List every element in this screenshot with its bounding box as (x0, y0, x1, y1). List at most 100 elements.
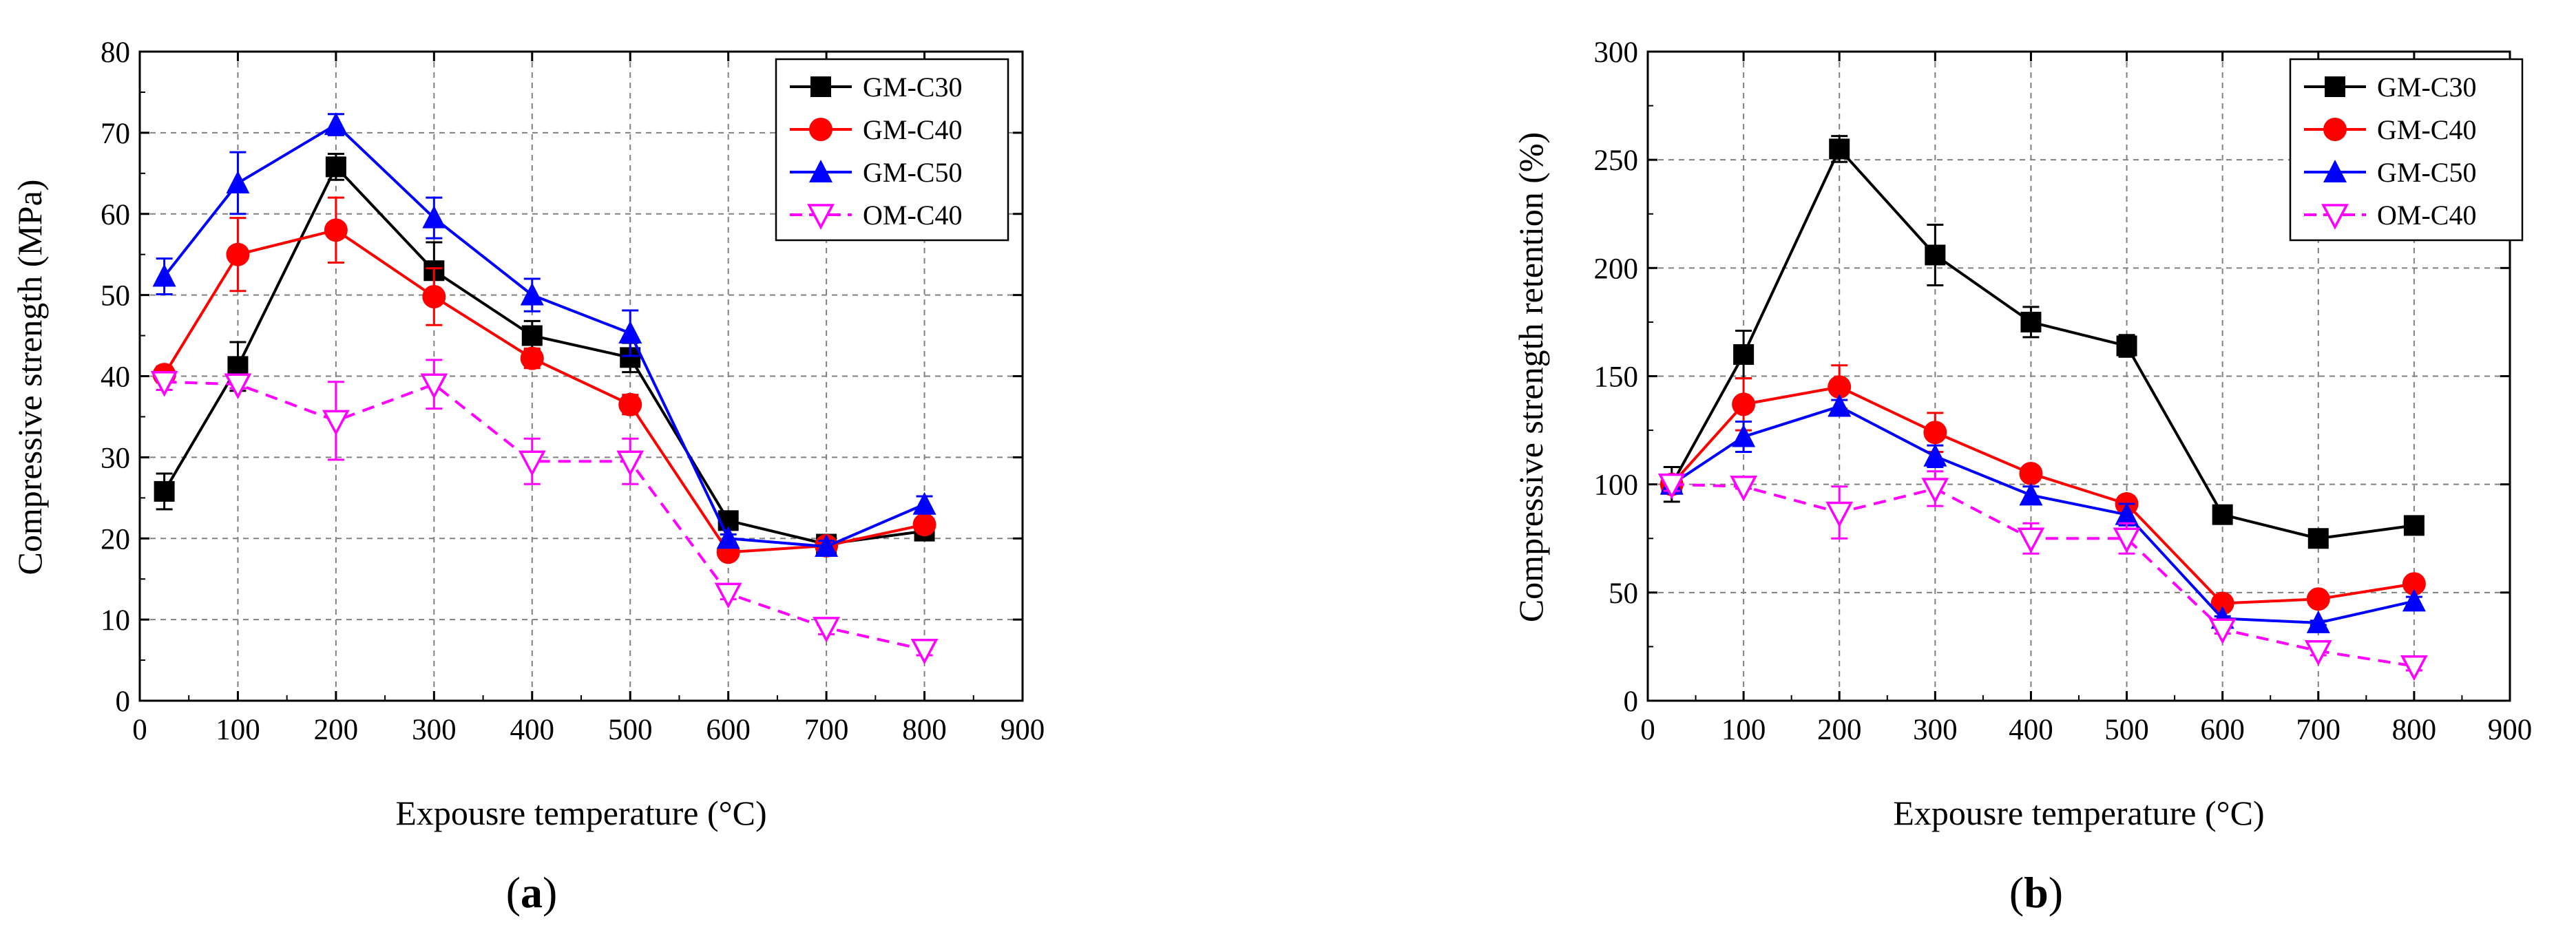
y-tick-label: 40 (101, 361, 130, 394)
series-om-c40 (150, 359, 939, 665)
data-point-marker (2017, 527, 2045, 553)
data-point-marker (520, 282, 544, 306)
legend-label: GM-C50 (863, 157, 962, 188)
data-point-marker (716, 526, 740, 549)
x-tick-label: 100 (1721, 714, 1766, 746)
x-axis-title: Expousre temperature (°C) (395, 794, 766, 832)
y-tick-label: 50 (1609, 578, 1638, 610)
data-point-marker (322, 410, 350, 436)
y-tick-label: 70 (101, 118, 130, 150)
data-point-marker (2402, 589, 2426, 612)
data-point-marker (325, 156, 346, 178)
data-point-marker (618, 392, 642, 416)
series-line (164, 380, 925, 651)
legend-label: GM-C30 (2377, 72, 2476, 103)
x-tick-label: 0 (1640, 714, 1655, 746)
x-axis-title: Expousre temperature (°C) (1893, 794, 2264, 832)
legend-marker (2323, 160, 2347, 182)
data-point-marker (1828, 375, 1852, 399)
x-tick-label: 200 (314, 714, 359, 746)
y-tick-label: 100 (1594, 469, 1639, 502)
x-tick-label: 900 (1001, 714, 1045, 746)
data-point-marker (714, 582, 742, 609)
data-point-marker (2402, 572, 2426, 596)
series-gm-c30 (154, 153, 935, 555)
data-point-marker (2212, 504, 2233, 525)
data-point-marker (150, 371, 178, 397)
data-point-marker (912, 513, 936, 537)
data-point-marker (2115, 502, 2139, 525)
data-point-marker (813, 617, 841, 643)
data-point-marker (1825, 501, 1854, 528)
data-point-marker (2019, 461, 2043, 485)
data-point-marker (2403, 515, 2425, 536)
x-tick-label: 500 (608, 714, 653, 746)
x-tick-label: 500 (2104, 714, 2149, 746)
data-point-marker (1657, 473, 1686, 500)
data-point-marker (912, 491, 936, 515)
data-point-marker (616, 450, 645, 476)
data-point-marker (521, 325, 543, 346)
data-point-marker (420, 373, 448, 400)
x-tick-label: 600 (2200, 714, 2245, 746)
data-point-marker (1828, 394, 1852, 417)
data-point-marker (324, 218, 348, 242)
data-point-marker (1923, 421, 1947, 445)
panel-label-a: (a) (506, 868, 558, 917)
data-point-marker (2019, 483, 2043, 506)
legend-marker (809, 118, 833, 141)
legend-marker (807, 204, 835, 230)
y-axis-title: Compressive strength (MPa) (10, 180, 49, 575)
data-point-marker (226, 242, 250, 266)
x-tick-label: 900 (2488, 714, 2533, 746)
x-tick-label: 400 (2009, 714, 2053, 746)
data-point-marker (2113, 527, 2141, 553)
series-gm-c50 (1659, 394, 2426, 633)
data-point-marker (154, 480, 175, 502)
x-tick-label: 100 (216, 714, 260, 746)
data-point-marker (2210, 591, 2234, 615)
y-tick-label: 30 (101, 442, 130, 474)
series-om-c40 (1657, 470, 2428, 681)
data-point-marker (2307, 528, 2329, 549)
chart-panel-b: 0 100 200 300 400 500 600 700 800 900 0 50 100 150 200… (1511, 36, 2532, 832)
y-tick-label: 0 (1624, 686, 1639, 718)
data-point-marker (1923, 443, 1947, 467)
data-point-marker (1829, 138, 1850, 160)
data-point-marker (2304, 639, 2332, 666)
data-point-marker (226, 170, 250, 193)
legend-marker (809, 160, 833, 182)
x-tick-label: 700 (804, 714, 849, 746)
data-point-marker (2208, 618, 2237, 645)
data-point-marker (1925, 244, 1946, 266)
legend-marker (810, 76, 831, 97)
panel-label-b: (b) (2009, 868, 2063, 917)
y-tick-label: 50 (101, 280, 130, 313)
x-tick-label: 300 (1913, 714, 1958, 746)
legend-label: GM-C40 (2377, 114, 2476, 145)
data-point-marker (422, 284, 446, 308)
y-tick-label: 10 (101, 604, 130, 637)
panel-label-a-letter: a (521, 868, 543, 917)
data-point-marker (1921, 478, 1949, 504)
legend-label: GM-C30 (863, 72, 962, 103)
legend-marker (2321, 204, 2349, 230)
data-point-marker (422, 205, 446, 229)
data-point-marker (2306, 610, 2330, 633)
data-point-marker (324, 112, 348, 136)
x-tick-label: 600 (706, 714, 751, 746)
data-point-marker (1730, 476, 1758, 502)
data-point-marker (2400, 655, 2428, 681)
y-tick-label: 200 (1594, 253, 1639, 285)
data-point-marker (152, 264, 176, 287)
legend-label: OM-C40 (2377, 200, 2476, 231)
data-point-marker (1733, 344, 1755, 366)
data-point-marker (815, 534, 839, 558)
y-tick-label: 300 (1594, 36, 1639, 69)
legend: GM-C30 GM-C40 GM-C50 OM-C40 (2289, 58, 2524, 242)
y-tick-label: 60 (101, 199, 130, 231)
chart-panel-a: 0 100 200 300 400 500 600 700 800 900 0 10 20 30 40 50 6… (10, 36, 1045, 832)
data-point-marker (2020, 311, 2042, 332)
data-point-marker (910, 638, 939, 665)
